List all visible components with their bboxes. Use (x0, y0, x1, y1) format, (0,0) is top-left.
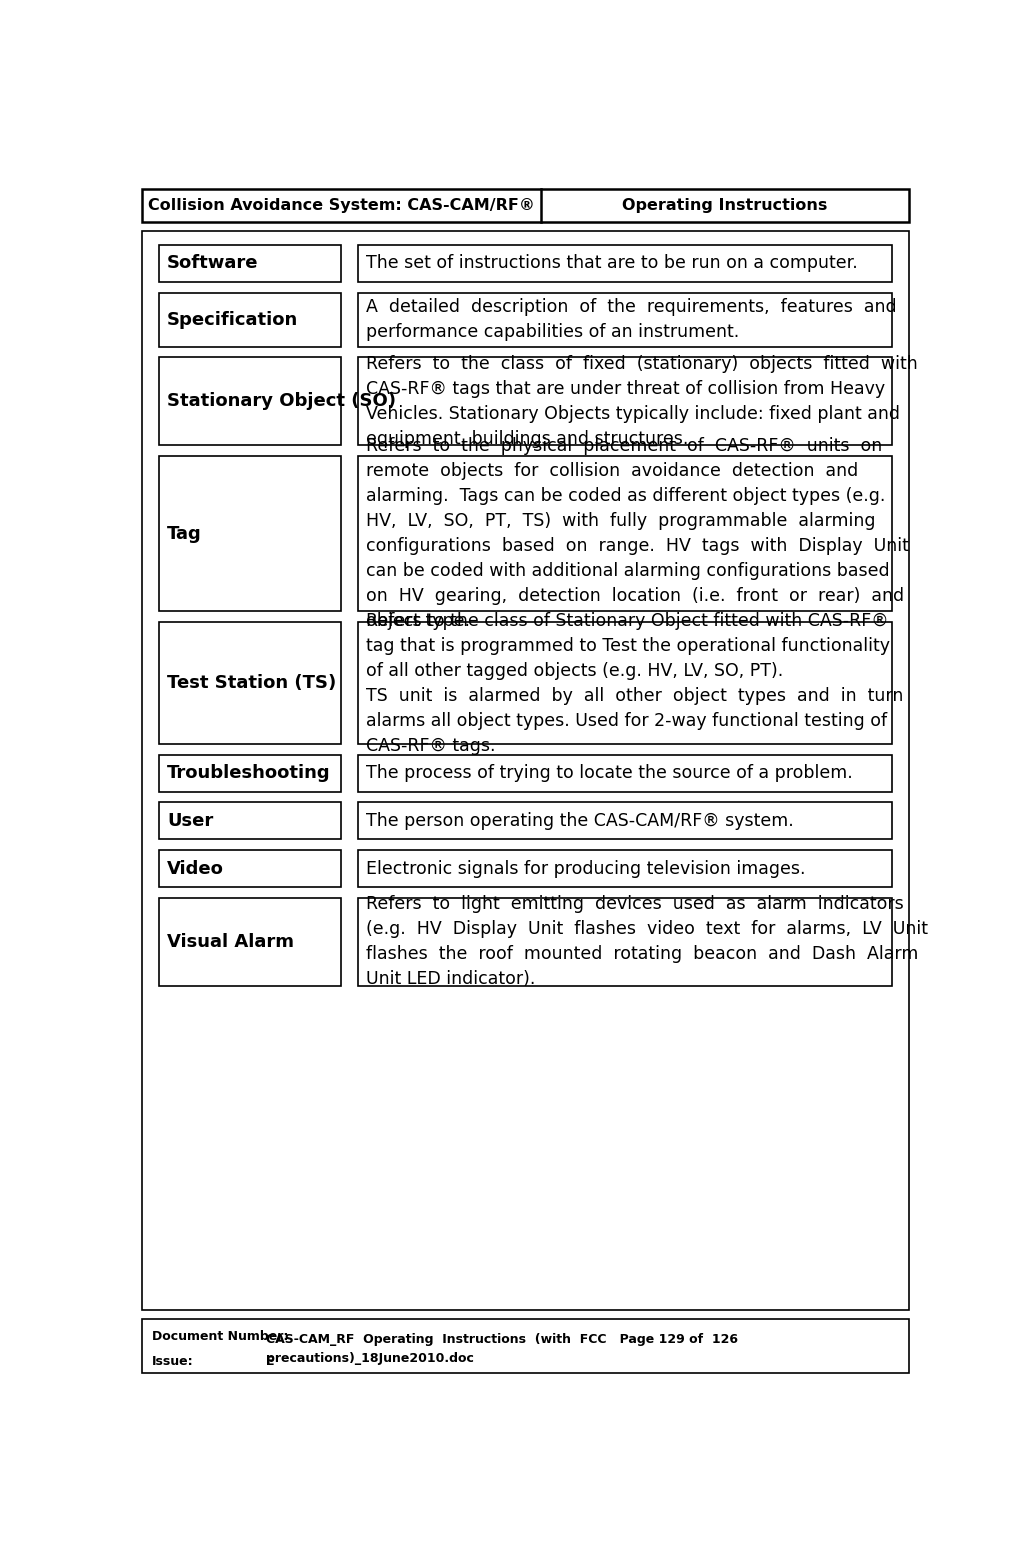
Bar (143, 189, 909, 221)
Bar (159, 622, 342, 744)
Text: Refers  to  the  class  of  fixed  (stationary)  objects  fitted  with
CAS-RF® t: Refers to the class of fixed (stationary… (366, 354, 918, 447)
Text: Software: Software (167, 254, 259, 272)
Bar (358, 456, 893, 611)
Text: The person operating the CAS-CAM/RF® system.: The person operating the CAS-CAM/RF® sys… (366, 812, 794, 829)
Bar (159, 292, 342, 347)
Text: Document Number:: Document Number: (152, 1329, 288, 1343)
Text: Specification: Specification (167, 311, 299, 328)
Text: CAS-CAM_RF  Operating  Instructions  (with  FCC   Page 129 of  126
precautions)_: CAS-CAM_RF Operating Instructions (with … (266, 1334, 738, 1364)
Text: Operating Instructions: Operating Instructions (623, 198, 828, 213)
Bar (358, 755, 893, 792)
Bar (159, 244, 342, 282)
Bar (159, 851, 342, 886)
Bar (358, 292, 893, 347)
Bar (143, 1320, 909, 1374)
Text: Refers to the class of Stationary Object fitted with CAS-RF®
tag that is program: Refers to the class of Stationary Object… (366, 611, 904, 755)
Bar (159, 897, 342, 985)
Text: The set of instructions that are to be run on a computer.: The set of instructions that are to be r… (366, 254, 858, 272)
Bar (159, 456, 342, 611)
Text: Electronic signals for producing television images.: Electronic signals for producing televis… (366, 860, 805, 877)
Text: Refers  to  the  physical  placement  of  CAS-RF®  units  on
remote  objects  fo: Refers to the physical placement of CAS-… (366, 438, 909, 630)
Text: Issue:: Issue: (152, 1355, 193, 1368)
Bar (358, 897, 893, 985)
Text: User: User (167, 812, 213, 829)
Text: Visual Alarm: Visual Alarm (167, 933, 294, 951)
Bar (159, 803, 342, 840)
Bar (358, 622, 893, 744)
Text: Refers  to  light  emitting  devices  used  as  alarm  indicators
(e.g.  HV  Dis: Refers to light emitting devices used as… (366, 896, 929, 989)
Text: Troubleshooting: Troubleshooting (167, 764, 330, 783)
Bar (159, 357, 342, 446)
Text: E: E (266, 1355, 275, 1368)
Bar (358, 803, 893, 840)
Text: Video: Video (167, 860, 224, 877)
Bar (159, 755, 342, 792)
Bar (358, 357, 893, 446)
Text: Test Station (TS): Test Station (TS) (167, 674, 337, 692)
Text: Collision Avoidance System: CAS-CAM/RF®: Collision Avoidance System: CAS-CAM/RF® (148, 198, 535, 213)
Text: Tag: Tag (167, 524, 202, 543)
Bar (358, 244, 893, 282)
Text: The process of trying to locate the source of a problem.: The process of trying to locate the sour… (366, 764, 853, 783)
Text: A  detailed  description  of  the  requirements,  features  and
performance capa: A detailed description of the requiremen… (366, 299, 897, 342)
Text: Stationary Object (SO): Stationary Object (SO) (167, 393, 396, 410)
Bar (358, 851, 893, 886)
